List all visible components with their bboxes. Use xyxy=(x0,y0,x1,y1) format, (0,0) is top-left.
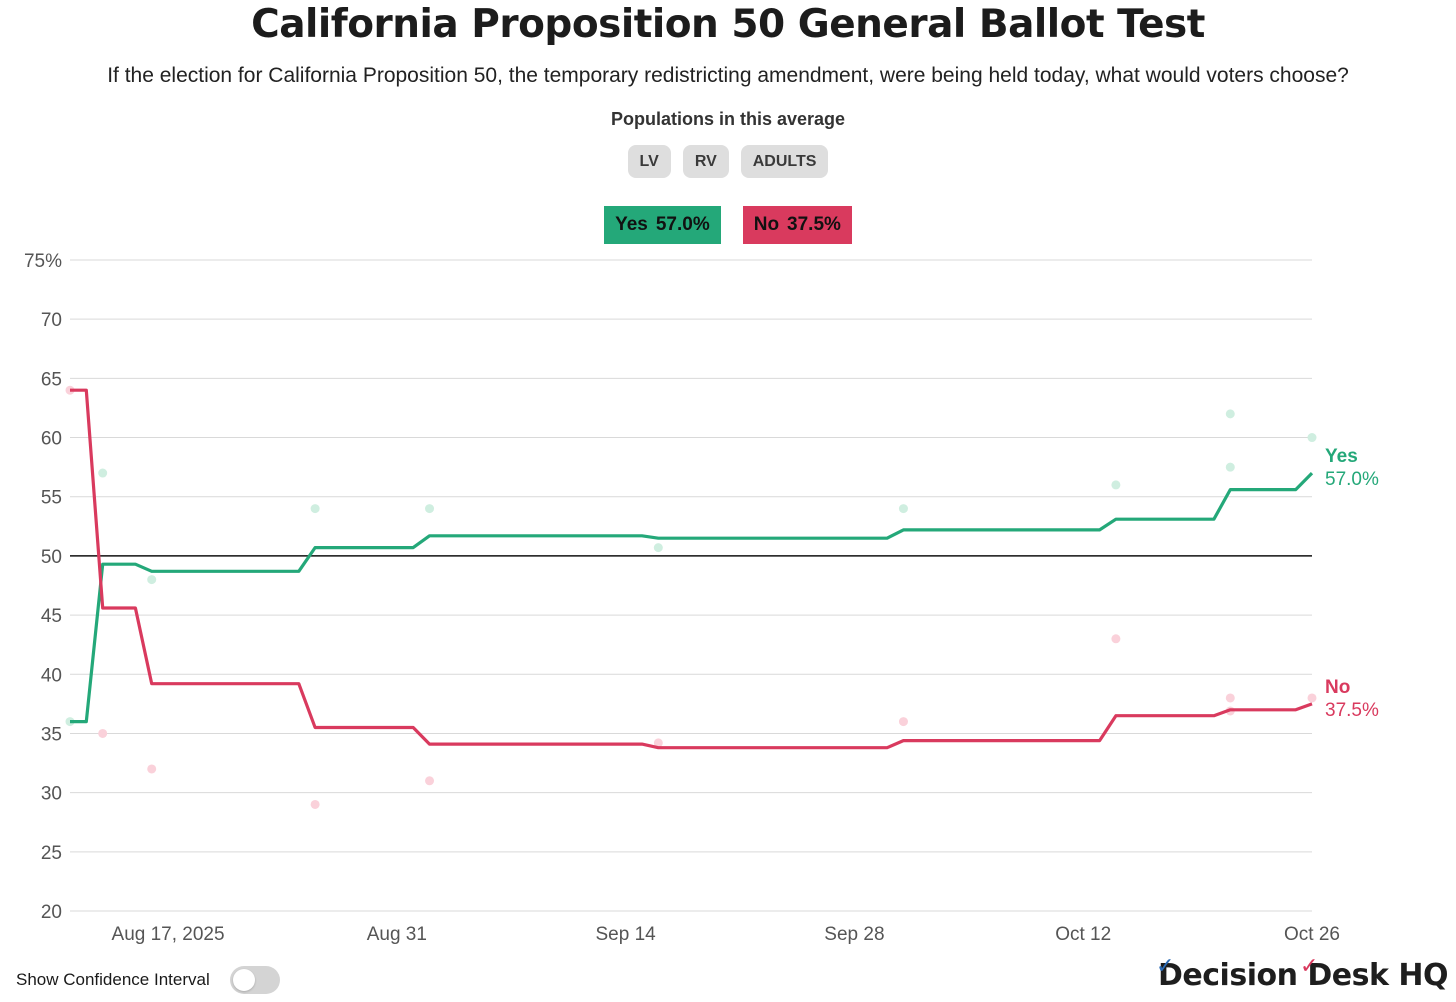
legend-yes[interactable]: Yes 57.0% xyxy=(604,206,721,244)
no-poll-point xyxy=(653,738,663,748)
population-chip-adults[interactable]: ADULTS xyxy=(740,145,829,178)
y-tick-label: 20 xyxy=(41,902,62,923)
confidence-interval-toggle[interactable] xyxy=(230,966,280,994)
yes-poll-point xyxy=(1111,480,1121,490)
y-tick-label: 65 xyxy=(41,369,62,390)
yes-poll-point xyxy=(653,543,663,553)
y-tick-label: 35 xyxy=(41,724,62,745)
x-tick-label: Sep 14 xyxy=(596,924,657,945)
y-tick-label: 30 xyxy=(41,784,62,805)
y-tick-label: 55 xyxy=(41,488,62,509)
yes-poll-point xyxy=(98,468,108,478)
y-tick-label: 45 xyxy=(41,606,62,627)
no-poll-point xyxy=(898,717,908,727)
yes-poll-point xyxy=(425,504,435,514)
no-poll-point xyxy=(147,764,157,774)
x-tick-label: Aug 17, 2025 xyxy=(112,924,225,945)
yes-poll-point xyxy=(310,504,320,514)
no-poll-point xyxy=(98,728,108,738)
legend-no-label: No xyxy=(753,214,780,235)
legend-yes-value: 57.0% xyxy=(655,214,710,235)
x-tick-label: Oct 26 xyxy=(1284,924,1340,945)
end-label-value: 37.5% xyxy=(1325,700,1379,721)
legend-yes-label: Yes xyxy=(615,214,648,235)
chart-subtitle: If the election for California Propositi… xyxy=(107,64,1349,87)
populations-label: Populations in this average xyxy=(610,109,846,129)
toggle-knob xyxy=(233,969,255,991)
x-tick-label: Sep 28 xyxy=(824,924,884,945)
y-tick-label: 25 xyxy=(41,843,62,864)
no-poll-point xyxy=(1111,634,1121,644)
population-chip-lv[interactable]: LV xyxy=(627,145,671,178)
legend-no[interactable]: No 37.5% xyxy=(742,206,852,244)
yes-poll-point xyxy=(898,504,908,514)
yes-poll-point xyxy=(147,575,157,585)
no-poll-point xyxy=(425,776,435,786)
x-tick-label: Oct 12 xyxy=(1055,924,1111,945)
population-chip-rv[interactable]: RV xyxy=(682,145,729,178)
y-tick-label: 50 xyxy=(41,547,62,568)
population-chip-group: LV RV ADULTS xyxy=(0,145,1456,178)
legend-no-value: 37.5% xyxy=(787,214,841,235)
no-poll-point xyxy=(1225,693,1235,703)
brand-logo: ✓ ✓ Decision Desk HQ xyxy=(1156,954,1448,993)
yes-poll-point xyxy=(1307,433,1317,443)
brand-name: Decision Desk HQ xyxy=(1158,958,1448,993)
yes-average-line xyxy=(70,471,1314,724)
yes-poll-point xyxy=(1225,462,1235,472)
end-label-name: Yes xyxy=(1325,446,1358,467)
y-tick-label: 40 xyxy=(41,665,62,686)
line-chart: 20 25 30 35 40 45 50 55 60 65 70 75% Aug 17, 2025 Aug… xyxy=(24,251,1379,945)
end-label-value: 57.0% xyxy=(1325,469,1379,490)
legend: Yes 57.0% No 37.5% xyxy=(0,206,1456,244)
end-label-name: No xyxy=(1325,677,1350,698)
y-tick-label: 70 xyxy=(41,310,62,331)
checkmark-icon: ✓ xyxy=(1156,954,1174,979)
yes-poll-point xyxy=(1225,409,1235,419)
no-poll-point xyxy=(310,799,320,809)
checkmark-icon: ✓ xyxy=(1300,954,1318,979)
y-tick-label: 60 xyxy=(41,429,62,450)
x-tick-label: Aug 31 xyxy=(367,924,427,945)
y-tick-label: 75% xyxy=(24,251,62,272)
no-average-line xyxy=(70,388,1313,750)
chart-title: California Proposition 50 General Ballot… xyxy=(251,2,1205,47)
no-poll-point xyxy=(1307,693,1317,703)
confidence-interval-label: Show Confidence Interval xyxy=(16,970,210,989)
